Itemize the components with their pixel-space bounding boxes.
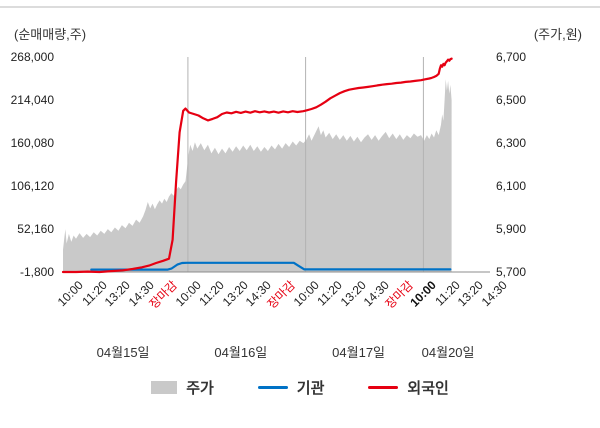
left-axis-title: (순매매량,주) <box>14 27 87 42</box>
right-axis-tick-label: 6,500 <box>496 93 527 107</box>
left-axis-tick-label: 160,080 <box>10 136 54 150</box>
left-axis-tick-label: -1,800 <box>19 265 54 279</box>
chart-legend: 주가 기관 외국인 <box>0 372 600 402</box>
legend-label: 기관 <box>296 379 325 397</box>
foreigner-line-series <box>61 57 453 274</box>
left-axis-tick-label: 52,160 <box>17 222 54 236</box>
legend-swatch <box>368 385 399 389</box>
right-axis-tick-label: 6,700 <box>496 50 527 64</box>
left-axis-tick-label: 268,000 <box>10 50 54 64</box>
legend-label: 외국인 <box>407 379 449 397</box>
legend-item-외국인: 외국인 <box>368 377 449 398</box>
top-divider <box>0 6 600 8</box>
right-axis-tick-label: 6,100 <box>496 179 527 193</box>
institution-line-series <box>90 261 452 271</box>
legend-label: 주가 <box>186 379 214 397</box>
day-label: 04월16일 <box>214 345 268 360</box>
price-area-series <box>63 79 452 272</box>
day-label: 04월20일 <box>421 345 475 360</box>
day-label: 04월17일 <box>332 345 386 360</box>
day-label: 04월15일 <box>96 345 150 360</box>
legend-swatch <box>151 380 178 394</box>
legend-swatch <box>257 385 288 389</box>
right-axis-tick-label: 5,700 <box>496 265 527 279</box>
legend-item-주가: 주가 <box>151 377 214 398</box>
right-axis-title: (주가,원) <box>533 27 582 42</box>
right-axis-tick-label: 6,300 <box>496 136 527 150</box>
left-axis-tick-label: 214,040 <box>10 93 54 107</box>
legend-item-기관: 기관 <box>257 377 325 398</box>
left-axis-tick-label: 106,120 <box>10 179 54 193</box>
right-axis-tick-label: 5,900 <box>496 222 527 236</box>
